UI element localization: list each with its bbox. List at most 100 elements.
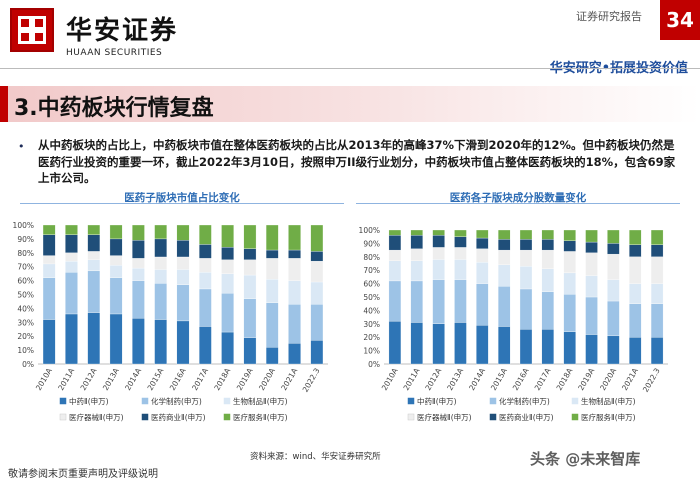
chart-1-legend-label: 医疗服务Ⅱ(申万) bbox=[233, 412, 288, 422]
chart-2-bar-segment bbox=[650, 229, 664, 245]
chart-2-bar-segment bbox=[454, 229, 467, 237]
chart-1-bar-segment bbox=[265, 347, 279, 365]
chart-2-bar-segment bbox=[629, 283, 642, 304]
chart-2-bar-segment bbox=[454, 279, 467, 323]
chart-2-bar-segment bbox=[541, 329, 555, 365]
chart-1-bar-segment bbox=[199, 326, 212, 365]
chart-2-bar-segment bbox=[541, 291, 555, 330]
chart-2-bar-segment bbox=[629, 303, 642, 338]
chart-1-bar-segment bbox=[132, 258, 145, 269]
chart-2-bar-segment bbox=[388, 260, 402, 282]
chart-2-x-tick: 2021A bbox=[620, 366, 640, 392]
chart-2-bar-segment bbox=[432, 279, 445, 324]
chart-2-bar-segment bbox=[585, 334, 598, 365]
chart-2-bar-segment bbox=[454, 247, 467, 260]
chart-2-bar-segment bbox=[410, 322, 423, 365]
chart-2-legend-label: 生物制品Ⅱ(申万) bbox=[581, 396, 636, 406]
chart-1-bar-segment bbox=[243, 337, 257, 365]
chart-1-bar-segment bbox=[42, 263, 56, 278]
chart-2-bar-segment bbox=[388, 229, 402, 236]
chart-2-x-tick: 2014A bbox=[467, 366, 487, 392]
chart-1-bar-segment bbox=[87, 270, 101, 313]
source-note: 资料来源：wind、华安证券研究所 bbox=[250, 452, 381, 462]
chart-2-bar-segment bbox=[607, 279, 620, 302]
chart-1-bar-segment bbox=[288, 280, 301, 305]
chart-1-bar-segment bbox=[310, 340, 324, 365]
chart-2-legend-label: 化学制药(申万) bbox=[499, 396, 550, 406]
chart-2-y-tick: 50% bbox=[363, 293, 380, 302]
chart-2-legend-swatch bbox=[571, 397, 579, 405]
chart-1-bar-segment bbox=[65, 234, 78, 253]
chart-1-bar-segment bbox=[154, 224, 167, 240]
chart-2-bar-segment bbox=[497, 249, 511, 265]
chart-1-bar-segment bbox=[109, 255, 123, 266]
chart-1-x-tick: 2010A bbox=[34, 366, 54, 392]
chart-2-title: 医药各子版块成分股数量变化 bbox=[449, 192, 587, 204]
chart-2-bar-segment bbox=[607, 229, 620, 244]
chart-2-y-tick: 70% bbox=[363, 266, 380, 275]
chart-1-bar-segment bbox=[176, 269, 190, 285]
chart-2-bar-segment bbox=[519, 239, 533, 251]
body-paragraph: 从中药板块的占比上，中药板块市值在整体医药板块的占比从2013年的高峰37%下滑… bbox=[38, 138, 676, 185]
chart-1-x-tick: 2013A bbox=[101, 366, 121, 392]
chart-1-bar-segment bbox=[132, 280, 145, 319]
chart-2-bar-segment bbox=[585, 229, 598, 243]
chart-1-bar-segment bbox=[288, 342, 301, 365]
chart-1-bar-segment bbox=[265, 224, 279, 251]
chart-1-x-tick: 2018A bbox=[212, 366, 232, 392]
chart-2-bar-segment bbox=[432, 229, 445, 236]
chart-2-bar-segment bbox=[497, 264, 511, 287]
chart-1-title: 医药子版块市值占比变化 bbox=[124, 192, 240, 204]
chart-2-bar-segment bbox=[585, 275, 598, 298]
chart-1-bar-segment bbox=[176, 284, 190, 322]
chart-1-bar-segment bbox=[176, 320, 190, 365]
chart-2-bar-segment bbox=[650, 256, 664, 284]
section-banner bbox=[0, 86, 700, 122]
chart-2-y-tick: 40% bbox=[363, 306, 380, 315]
chart-2-bar-segment bbox=[497, 326, 511, 365]
chart-2-bar-segment bbox=[541, 239, 555, 251]
chart-1-title-rule bbox=[20, 203, 344, 204]
chart-1-bar-segment bbox=[154, 256, 167, 270]
chart-2-y-tick: 60% bbox=[363, 280, 380, 289]
chart-2-x-tick: 2011A bbox=[402, 366, 422, 392]
chart-2-bar-segment bbox=[607, 300, 620, 337]
chart-2-legend-swatch bbox=[571, 413, 579, 421]
chart-2-bar-segment bbox=[585, 296, 598, 335]
chart-2-x-tick: 2013A bbox=[445, 366, 465, 392]
chart-2-bar-segment bbox=[388, 320, 402, 365]
chart-1-bar-segment bbox=[243, 298, 257, 338]
chart-1-x-tick: 2014A bbox=[123, 366, 143, 392]
chart-1-bar-segment bbox=[310, 304, 324, 341]
chart-1-y-tick: 60% bbox=[17, 277, 34, 286]
chart-1-bar-segment bbox=[310, 251, 324, 262]
chart-2-bar-segment bbox=[607, 335, 620, 365]
chart-2-bar-segment bbox=[388, 280, 402, 322]
chart-1-bar-segment bbox=[87, 259, 101, 272]
chart-1-bar-segment bbox=[265, 302, 279, 348]
chart-2-bar-segment bbox=[563, 240, 576, 252]
chart-2-bar-segment bbox=[410, 280, 423, 323]
chart-2-legend-label: 医疗器械Ⅱ(申万) bbox=[417, 412, 472, 422]
chart-1-x-tick: 2019A bbox=[235, 366, 255, 392]
chart-1-bar-segment bbox=[132, 317, 145, 365]
chart-2-bar-segment bbox=[497, 286, 511, 327]
chart-1-bar-segment bbox=[221, 247, 234, 260]
chart-1-x-tick: 2015A bbox=[146, 366, 166, 392]
chart-1-y-tick: 70% bbox=[17, 263, 34, 272]
chart-2-bar-segment bbox=[410, 260, 423, 282]
chart-2-bar-segment bbox=[519, 329, 533, 365]
chart-2-bar-segment bbox=[476, 248, 489, 263]
chart-2-bar-segment bbox=[563, 229, 576, 241]
chart-1-bar-segment bbox=[87, 251, 101, 260]
chart-1-bar-segment bbox=[221, 224, 234, 248]
chart-2-bar-segment bbox=[585, 252, 598, 276]
chart-1-bar-segment bbox=[310, 224, 324, 252]
chart-2-bar-segment bbox=[607, 253, 620, 280]
chart-1-bar-segment bbox=[310, 281, 324, 305]
chart-1-y-tick: 90% bbox=[17, 235, 34, 244]
chart-2-bar-segment bbox=[519, 249, 533, 267]
chart-1-bar-segment bbox=[176, 256, 190, 270]
chart-2-x-tick: 2010A bbox=[380, 366, 400, 392]
chart-1-y-tick: 30% bbox=[17, 318, 34, 327]
